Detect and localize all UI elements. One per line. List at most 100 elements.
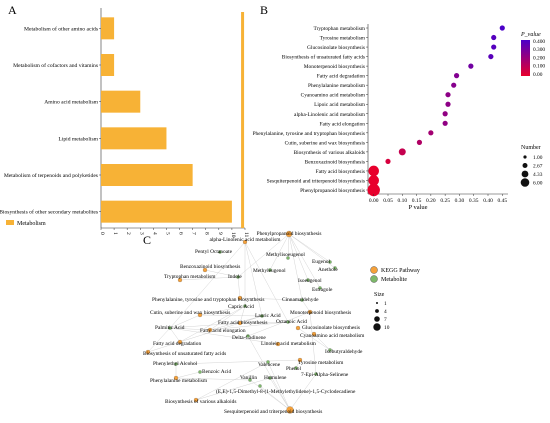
- network-node-11: [236, 275, 240, 279]
- network-node-32: [294, 366, 298, 370]
- network-node-label-21: Fatty acid elongation: [200, 328, 246, 334]
- x-tick-label-9: 0.40: [483, 198, 493, 204]
- network-edge-7: [237, 233, 290, 278]
- number-legend-dot-1: [522, 163, 528, 168]
- network-panel-c: Phenylpropanoid biosynthesisalpha-Linole…: [143, 230, 365, 415]
- network-edge-10: [244, 241, 289, 323]
- category-label-0: Metabolism of other amino acids: [24, 25, 98, 32]
- number-legend-dot-0: [523, 155, 527, 159]
- network-node-label-12: Phenylalanine, tyrosine and tryptophan b…: [152, 297, 264, 303]
- category-label-6: Phenylalanine metabolism: [308, 83, 366, 89]
- network-node-label-14: Capric Acid: [228, 304, 254, 310]
- bar-3: [101, 127, 167, 150]
- x-tick-label-1: 1: [112, 232, 118, 235]
- network-edge-39: [175, 377, 251, 381]
- network-edge-30: [301, 299, 311, 313]
- network-edge-17: [169, 314, 201, 329]
- network-node-label-38: (E,E)-1,5-Dimethyl-8-(1-Methylethylidene…: [216, 388, 356, 395]
- network-node-label-4: Methylisoeugenol: [266, 252, 305, 258]
- category-label-13: Biosynthesis of various alkaloids: [294, 149, 365, 156]
- x-tick-label-1: 0.00: [369, 198, 379, 204]
- network-node-6: [333, 266, 337, 270]
- network-node-1: [242, 239, 248, 245]
- number-legend-tick-2: 4.33: [533, 172, 543, 178]
- network-node-7: [306, 278, 310, 282]
- network-node-9: [202, 267, 208, 273]
- network-edge-25: [169, 327, 211, 331]
- x-tick-label-7: 7: [191, 232, 197, 235]
- category-label-1: Metabolism of cofactors and vitamins: [13, 62, 98, 69]
- network-node-label-17: Monoterpenoid biosynthesis: [290, 310, 351, 316]
- network-node-21: [207, 327, 213, 333]
- network-edge-27: [169, 327, 181, 343]
- network-node-label-34: Benzoic Acid: [202, 369, 231, 375]
- network-node-37: [268, 376, 272, 380]
- network-edge-0: [269, 233, 290, 271]
- point-12: [416, 139, 423, 145]
- size-legend-tick-1: 4: [384, 309, 387, 315]
- network-edge-31: [247, 311, 311, 337]
- number-legend-tick-3: 6.00: [533, 181, 543, 187]
- category-label-10: Fatty acid elongation: [319, 121, 365, 127]
- legend-kegg-label: KEGG Pathway: [381, 268, 420, 274]
- point-2: [491, 44, 497, 50]
- panel-b-label: B: [260, 3, 268, 17]
- x-tick-label-0: 0: [99, 232, 105, 235]
- network-edge-5: [288, 233, 321, 289]
- category-label-3: Lipid metabolism: [58, 136, 98, 142]
- network-edge-24: [209, 321, 289, 331]
- pvalue-legend-title: P_value: [520, 32, 541, 38]
- panel-c-legend: KEGG Pathway Metabolite Size 1 4 7 10: [370, 266, 420, 331]
- network-node-23: [246, 334, 250, 338]
- pvalue-legend-tick-0: 0.400: [533, 39, 545, 45]
- x-tick-label-4: 0.15: [412, 198, 422, 204]
- network-node-label-24: Cyanoamino acid metabolism: [300, 333, 365, 339]
- number-legend-tick-1: 2.67: [533, 164, 543, 170]
- category-label-7: Cyanoamino acid metabolism: [301, 93, 366, 99]
- network-node-label-6: Anethole: [318, 267, 338, 273]
- category-label-14: Benzoxazinoid biosynthesis: [305, 159, 365, 165]
- network-node-label-22: Glucosinolate biosynthesis: [302, 325, 360, 331]
- network-node-label-0: Phenylpropanoid biosynthesis: [257, 231, 322, 237]
- network-node-14: [243, 304, 247, 308]
- network-node-39: [193, 397, 199, 403]
- network-node-19: [286, 320, 290, 324]
- network-node-29: [174, 362, 178, 366]
- category-label-12: Cutin, suberine and wax biosynthesis: [285, 140, 365, 146]
- x-tick-label-7: 0.30: [455, 198, 465, 204]
- network-node-label-40: Sesquiterpenoid and triterpenoid biosynt…: [224, 409, 322, 415]
- network-node-4: [286, 256, 290, 260]
- network-node-25: [177, 339, 183, 345]
- category-label-5: Fatty acid degradation: [317, 74, 366, 80]
- bar-1: [101, 54, 115, 76]
- number-legend-dot-2: [521, 170, 529, 178]
- network-edge-44: [289, 373, 317, 411]
- network-edge-45: [269, 377, 291, 411]
- network-node-18: [237, 320, 243, 326]
- category-label-4: Metabolism of terpenoids and polyketides: [4, 172, 98, 179]
- category-label-4: Monoterpenoid biosynthesis: [304, 64, 365, 70]
- network-node-28: [145, 349, 151, 355]
- network-node-8: [318, 286, 322, 290]
- network-edge-13: [179, 276, 239, 281]
- category-label-8: Lipoic acid metabolism: [314, 102, 366, 108]
- network-edge-18: [239, 305, 246, 324]
- network-edge-29: [147, 315, 263, 353]
- point-4: [468, 63, 474, 69]
- network-edge-26: [179, 305, 246, 343]
- network-edge-38: [175, 371, 201, 379]
- size-legend-tick-2: 7: [384, 317, 387, 323]
- network-node-40: [286, 406, 294, 414]
- category-label-17: Phenylpropanoid biosynthesis: [300, 188, 365, 194]
- point-10: [442, 120, 448, 126]
- network-edge-22: [209, 305, 246, 331]
- size-legend-tick-0: 1: [384, 301, 387, 307]
- network-node-label-20: Palmitic Acid: [155, 325, 185, 331]
- network-edge-15: [199, 305, 246, 316]
- network-node-label-37: Humulene: [264, 375, 287, 381]
- category-label-15: Fatty acid biosynthesis: [316, 169, 365, 175]
- network-node-label-16: Lauric Acid: [255, 313, 281, 319]
- point-11: [428, 130, 434, 136]
- network-node-label-15: Cutin, suberine and wax biosynthesis: [150, 310, 230, 316]
- network-node-label-10: Tryptophan metabolism: [164, 274, 216, 280]
